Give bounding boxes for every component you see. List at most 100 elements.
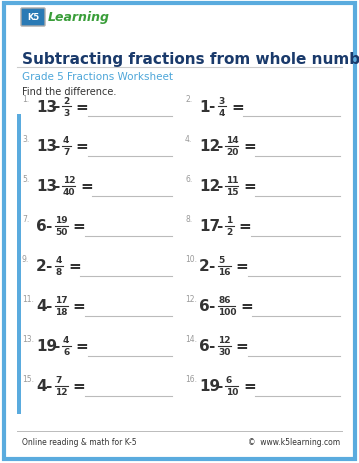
Text: K5: K5 xyxy=(27,13,39,22)
Text: 1.: 1. xyxy=(22,95,29,104)
Text: 4: 4 xyxy=(56,256,62,265)
Text: 19: 19 xyxy=(56,216,68,225)
Text: 8.: 8. xyxy=(185,214,192,224)
Text: 19: 19 xyxy=(36,339,57,354)
FancyBboxPatch shape xyxy=(21,9,45,27)
Text: -: - xyxy=(46,299,52,314)
Text: 12: 12 xyxy=(56,388,68,397)
Text: -: - xyxy=(46,219,52,234)
Text: 3: 3 xyxy=(219,96,225,105)
Text: =: = xyxy=(73,219,85,234)
Text: -: - xyxy=(216,219,222,234)
Text: 13: 13 xyxy=(36,139,57,154)
Text: 40: 40 xyxy=(63,188,75,197)
Text: -: - xyxy=(209,299,215,314)
Text: 4: 4 xyxy=(219,108,225,117)
Text: 8: 8 xyxy=(56,268,62,277)
Text: -: - xyxy=(53,339,59,354)
Text: 4: 4 xyxy=(36,379,47,394)
Text: 4: 4 xyxy=(36,299,47,314)
Text: =: = xyxy=(68,259,81,274)
Text: =: = xyxy=(73,379,85,394)
Text: Find the difference.: Find the difference. xyxy=(22,87,116,97)
Text: -: - xyxy=(46,379,52,394)
Text: 18: 18 xyxy=(56,308,68,317)
Text: 50: 50 xyxy=(56,228,68,237)
Text: -: - xyxy=(209,339,215,354)
Text: 12.: 12. xyxy=(185,294,197,303)
Text: =: = xyxy=(238,219,251,234)
Text: 19: 19 xyxy=(199,379,220,394)
Text: 15.: 15. xyxy=(22,374,34,383)
Text: 5.: 5. xyxy=(22,175,29,184)
Text: -: - xyxy=(209,99,215,114)
Text: =: = xyxy=(75,339,88,354)
Text: 11.: 11. xyxy=(22,294,34,303)
Text: Grade 5 Fractions Worksheet: Grade 5 Fractions Worksheet xyxy=(22,72,173,82)
Text: 2: 2 xyxy=(36,259,47,274)
Text: 11: 11 xyxy=(226,176,238,185)
Text: 1: 1 xyxy=(199,99,210,114)
Text: -: - xyxy=(216,139,222,154)
Text: 6: 6 xyxy=(199,339,210,354)
Text: =: = xyxy=(243,139,256,154)
Text: 6: 6 xyxy=(36,219,47,234)
Text: -: - xyxy=(209,259,215,274)
Text: 4: 4 xyxy=(63,336,69,345)
Text: 16: 16 xyxy=(219,268,231,277)
Text: =: = xyxy=(236,339,248,354)
Text: 5: 5 xyxy=(219,256,225,265)
Text: 14.: 14. xyxy=(185,334,197,343)
Text: Learning: Learning xyxy=(48,12,110,25)
Text: =: = xyxy=(243,179,256,194)
Text: 3: 3 xyxy=(63,108,69,117)
Text: 14: 14 xyxy=(226,136,239,145)
Text: =: = xyxy=(75,139,88,154)
Text: 17: 17 xyxy=(199,219,220,234)
Text: -: - xyxy=(53,139,59,154)
Text: 6: 6 xyxy=(226,375,232,385)
Text: 10.: 10. xyxy=(185,255,197,263)
Text: 6: 6 xyxy=(199,299,210,314)
Text: 13: 13 xyxy=(36,179,57,194)
Text: -: - xyxy=(53,99,59,114)
Text: =: = xyxy=(231,99,244,114)
Text: 12: 12 xyxy=(63,176,75,185)
Text: 9.: 9. xyxy=(22,255,29,263)
Text: -: - xyxy=(46,259,52,274)
Text: 12: 12 xyxy=(199,179,220,194)
Text: -: - xyxy=(53,179,59,194)
Text: =: = xyxy=(243,379,256,394)
Text: 30: 30 xyxy=(219,348,231,357)
Text: =: = xyxy=(75,99,88,114)
Text: -: - xyxy=(216,179,222,194)
Text: 13.: 13. xyxy=(22,334,34,343)
Text: 20: 20 xyxy=(226,148,238,157)
Text: 12: 12 xyxy=(199,139,220,154)
Text: 2: 2 xyxy=(226,228,232,237)
Text: 7: 7 xyxy=(63,148,69,157)
Text: 7: 7 xyxy=(56,375,62,385)
Text: 3.: 3. xyxy=(22,135,29,144)
Text: 86: 86 xyxy=(219,296,231,305)
Text: 6.: 6. xyxy=(185,175,192,184)
Text: 16.: 16. xyxy=(185,374,197,383)
Text: 1: 1 xyxy=(226,216,232,225)
Text: =: = xyxy=(236,259,248,274)
Text: 7.: 7. xyxy=(22,214,29,224)
Text: 100: 100 xyxy=(219,308,237,317)
Text: =: = xyxy=(240,299,253,314)
Text: Online reading & math for K-5: Online reading & math for K-5 xyxy=(22,437,137,446)
Text: 13: 13 xyxy=(36,99,57,114)
Text: 6: 6 xyxy=(63,348,69,357)
Text: =: = xyxy=(73,299,85,314)
Text: 12: 12 xyxy=(219,336,231,345)
Text: 15: 15 xyxy=(226,188,238,197)
Text: Subtracting fractions from whole numbers: Subtracting fractions from whole numbers xyxy=(22,52,359,67)
Text: 2.: 2. xyxy=(185,95,192,104)
Text: ©  www.k5learning.com: © www.k5learning.com xyxy=(248,437,340,446)
Text: 4: 4 xyxy=(63,136,69,145)
Text: 17: 17 xyxy=(56,296,68,305)
Text: =: = xyxy=(80,179,93,194)
Text: -: - xyxy=(216,379,222,394)
